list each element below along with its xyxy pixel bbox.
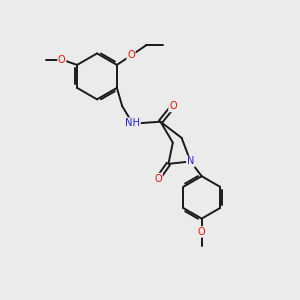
Text: O: O	[169, 101, 177, 111]
Text: O: O	[127, 50, 135, 61]
Text: N: N	[187, 157, 194, 166]
Text: O: O	[198, 227, 206, 237]
Text: O: O	[154, 174, 162, 184]
Text: O: O	[58, 55, 66, 64]
Text: NH: NH	[125, 118, 140, 128]
